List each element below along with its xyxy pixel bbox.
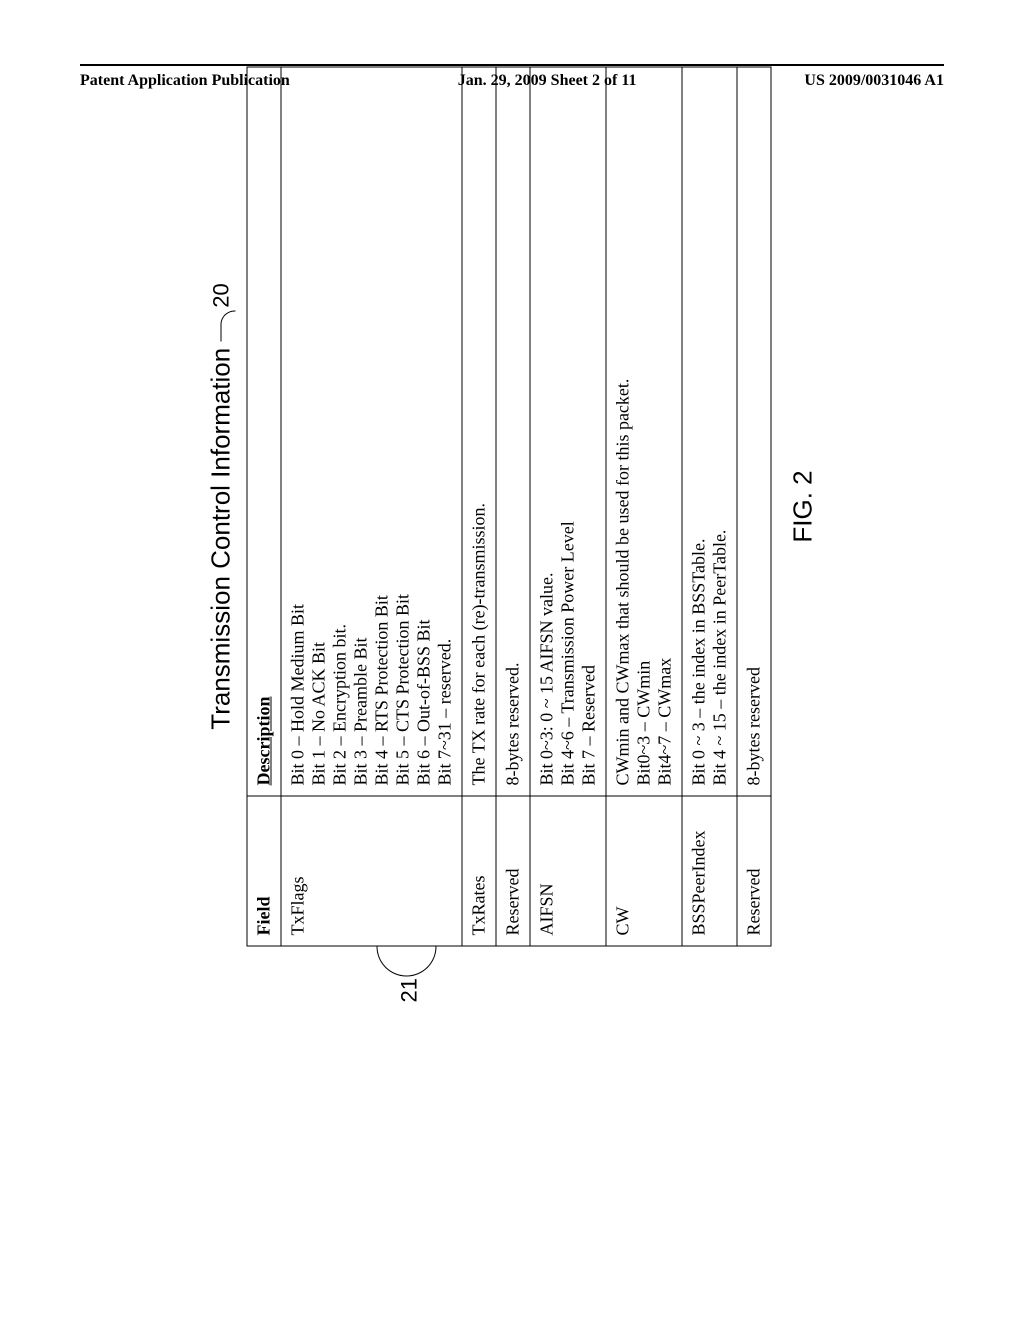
table-row: Reserved 8-bytes reserved [737, 67, 771, 946]
figure-title-row: Transmission Control Information 20 [206, 67, 237, 947]
figure-caption: FIG. 2 [788, 67, 819, 947]
ref-number-21: 21 [397, 978, 423, 1002]
table-row: BSSPeerIndexBit 0 ~ 3 – the index in BSS… [682, 67, 737, 946]
desc-line: Bit4~7 – CWmax [655, 78, 676, 786]
desc-line: Bit 3 – Preamble Bit [351, 78, 372, 786]
cell-field: TxFlags [281, 796, 462, 946]
ref-number-20: 20 [208, 283, 234, 307]
cell-description: The TX rate for each (re)-transmission. [462, 67, 496, 796]
table-wrapper: 21 Field Description TxFlagsBit 0 – Hold… [247, 67, 772, 947]
desc-line: Bit 4 – RTS Protection Bit [372, 78, 393, 786]
desc-line: Bit 7~31 – reserved. [435, 78, 456, 786]
desc-line: Bit 5 – CTS Protection Bit [393, 78, 414, 786]
desc-line: 8-bytes reserved [744, 78, 765, 786]
desc-line: Bit 7 – Reserved [579, 78, 600, 786]
cell-field: CW [606, 796, 682, 946]
ref-21-bracket [377, 947, 437, 977]
desc-line: Bit 2 – Encryption bit. [330, 78, 351, 786]
desc-line: Bit 0 – Hold Medium Bit [288, 78, 309, 786]
table-row: Reserved 8-bytes reserved. [496, 67, 530, 946]
cell-field: BSSPeerIndex [682, 796, 737, 946]
desc-line: CWmin and CWmax that should be used for … [613, 78, 634, 786]
desc-line: Bit0~3 – CWmin [634, 78, 655, 786]
desc-line: 8-bytes reserved. [503, 78, 524, 786]
cell-field: Reserved [737, 796, 771, 946]
cell-description: 8-bytes reserved [737, 67, 771, 796]
desc-line: Bit 0~3: 0 ~ 15 AIFSN value. [537, 78, 558, 786]
cell-description: Bit 0 – Hold Medium BitBit 1 – No ACK Bi… [281, 67, 462, 796]
desc-line: Bit 4~6 – Transmission Power Level [558, 78, 579, 786]
table-row: AIFSNBit 0~3: 0 ~ 15 AIFSN value.Bit 4~6… [530, 67, 606, 946]
figure-title: Transmission Control Information [206, 348, 237, 730]
cell-field: AIFSN [530, 796, 606, 946]
table-row: CW CWmin and CWmax that should be used fo… [606, 67, 682, 946]
desc-line: Bit 1 – No ACK Bit [309, 78, 330, 786]
desc-line: Bit 6 – Out-of-BSS Bit [414, 78, 435, 786]
table-row: TxFlagsBit 0 – Hold Medium BitBit 1 – No… [281, 67, 462, 946]
header-right: US 2009/0031046 A1 [804, 72, 944, 90]
table-header-row: Field Description [247, 67, 281, 946]
desc-line: Bit 0 ~ 3 – the index in BSSTable. [689, 78, 710, 786]
col-header-field: Field [247, 796, 281, 946]
cell-description: Bit 0 ~ 3 – the index in BSSTable.Bit 4 … [682, 67, 737, 796]
cell-field: TxRates [462, 796, 496, 946]
tci-table: Field Description TxFlagsBit 0 – Hold Me… [247, 67, 772, 947]
desc-line: Bit 4 ~ 15 – the index in PeerTable. [710, 78, 731, 786]
table-row: TxRates The TX rate for each (re)-transmi… [462, 67, 496, 946]
col-header-description: Description [247, 67, 281, 796]
cell-field: Reserved [496, 796, 530, 946]
desc-line: The TX rate for each (re)-transmission. [469, 78, 490, 786]
cell-description: 8-bytes reserved. [496, 67, 530, 796]
cell-description: CWmin and CWmax that should be used for … [606, 67, 682, 796]
cell-description: Bit 0~3: 0 ~ 15 AIFSN value.Bit 4~6 – Tr… [530, 67, 606, 796]
figure-content: Transmission Control Information 20 21 F… [206, 67, 819, 947]
